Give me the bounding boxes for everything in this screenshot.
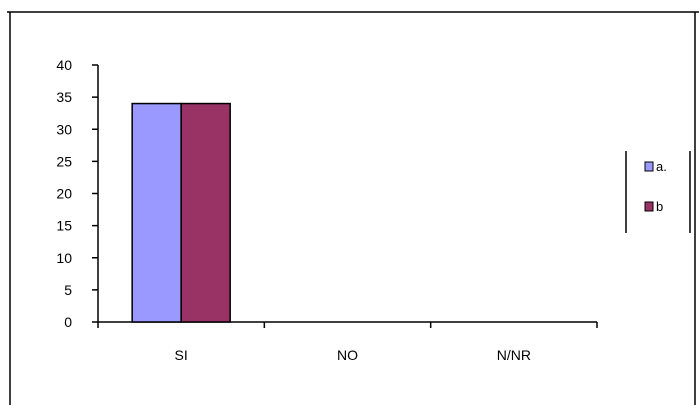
x-tick-label: SI [175, 347, 188, 363]
y-tick-label: 20 [56, 186, 72, 202]
x-tick-label: NO [337, 347, 358, 363]
y-tick-label: 30 [56, 121, 72, 137]
legend: a. b [625, 151, 691, 233]
y-tick-label: 35 [56, 89, 72, 105]
legend-swatch [644, 201, 654, 212]
bar-a-si [131, 102, 182, 323]
x-tick-label: N/NR [497, 347, 531, 363]
y-tick-label: 25 [56, 153, 72, 169]
legend-swatch [644, 161, 654, 172]
bar-b-si [180, 102, 231, 323]
x-axis: SI NO N/NR [97, 321, 598, 363]
bars [131, 102, 231, 323]
y-tick-label: 0 [64, 314, 72, 330]
y-tick-label: 10 [56, 250, 72, 266]
y-tick-label: 40 [56, 57, 72, 73]
y-tick-label: 5 [64, 282, 72, 298]
legend-items: a. b [644, 159, 667, 214]
legend-label: b [656, 199, 663, 214]
y-tick-label: 15 [56, 218, 72, 234]
y-axis: 0 5 10 15 20 25 30 35 40 [56, 57, 99, 330]
legend-label: a. [656, 159, 667, 174]
